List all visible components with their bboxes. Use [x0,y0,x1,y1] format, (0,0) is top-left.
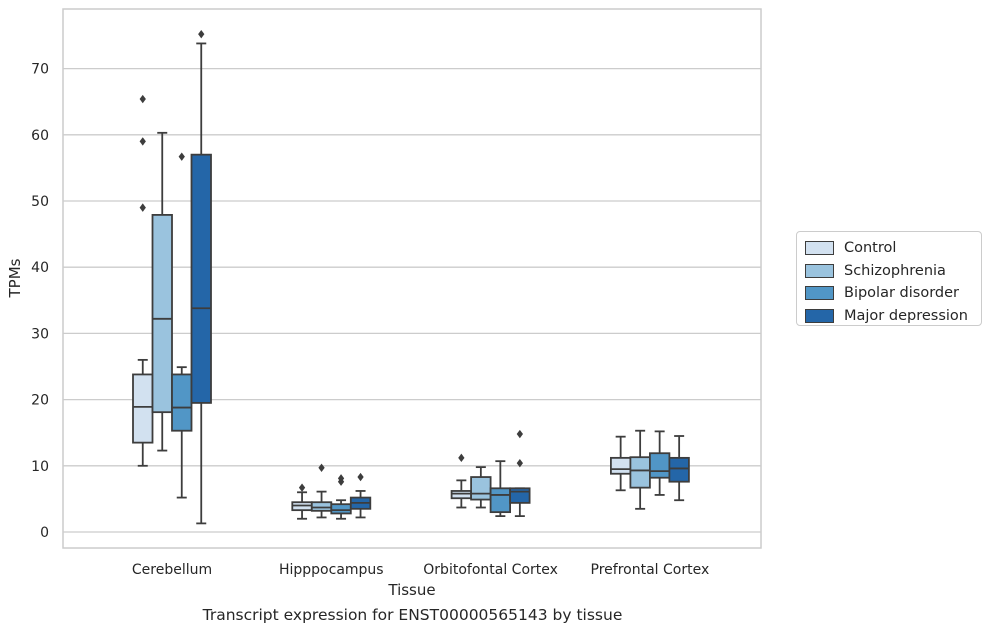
legend-label: Control [844,240,897,257]
box-major-depression [349,472,372,519]
outlier-point [298,483,306,492]
box [649,452,671,479]
box-schizophrenia [310,463,333,519]
legend-label: Major depression [844,307,968,324]
box-schizophrenia [629,429,651,510]
box [310,501,333,512]
x-tick-labels: Cerebellum Hipppocampus Orbitofontal Corte… [132,562,709,578]
outlier-point [139,137,146,146]
box [450,490,473,500]
legend-item: Major depression [805,305,981,328]
chart-caption: Transcript expression for ENST0000056514… [202,606,623,624]
outlier-point [357,472,364,482]
box-major-depression [190,29,212,525]
box-groups [132,29,690,525]
box [171,373,193,432]
box-schizophrenia [151,131,173,452]
legend-swatch [805,286,834,301]
box-major-depression [509,429,531,518]
outlier-point [337,474,345,483]
box [629,456,651,489]
x-tick-label: Prefrontal Cortex [591,562,710,578]
box [668,456,690,483]
box-control [610,435,632,492]
y-tick-label: 40 [31,260,49,276]
box-bipolar-disorder [171,152,193,499]
legend: Control Schizophrenia Bipolar disorder Majo… [796,231,982,326]
box [151,214,173,414]
outlier-point [178,152,185,161]
box-bipolar-disorder [649,430,671,496]
y-tick-label: 50 [31,194,49,210]
x-tick-label: Cerebellum [132,562,212,578]
legend-swatch [805,308,834,323]
box-major-depression [668,435,690,502]
box [509,487,531,504]
y-tick-labels: 0 10 20 30 40 50 60 70 [31,62,49,541]
y-tick-label: 10 [31,459,49,475]
legend-label: Schizophrenia [844,262,946,279]
legend-item: Control [805,237,981,260]
outlier-point [139,203,146,212]
box [132,373,154,444]
y-tick-label: 30 [31,326,49,342]
legend-label: Bipolar disorder [844,285,959,302]
y-tick-label: 0 [40,525,49,541]
x-tick-label: Orbitofontal Cortex [423,562,558,578]
box-bipolar-disorder [489,460,512,518]
legend-swatch [805,241,834,256]
outlier-point [139,94,146,104]
box [489,487,512,514]
legend-item: Bipolar disorder [805,282,981,305]
y-tick-label: 60 [31,128,49,144]
box-bipolar-disorder [330,474,352,520]
y-axis-label: TPMs [6,258,24,298]
outlier-point [198,29,205,39]
outlier-point [516,458,523,468]
x-tick-label: Hipppocampus [279,562,384,578]
legend-swatch [805,263,834,278]
y-tick-label: 20 [31,393,49,409]
outlier-point [516,429,523,439]
x-axis-label: Tissue [387,581,435,599]
box [470,476,492,501]
box-control [132,94,154,467]
box [610,456,632,475]
outlier-point [458,453,465,463]
outlier-point [318,463,325,472]
box [190,153,212,404]
box-control [291,483,313,520]
legend-item: Schizophrenia [805,260,981,283]
plot-frame [62,8,762,549]
box-schizophrenia [470,466,492,509]
box [330,503,352,515]
y-tick-label: 70 [31,62,49,78]
box-control [450,453,473,509]
